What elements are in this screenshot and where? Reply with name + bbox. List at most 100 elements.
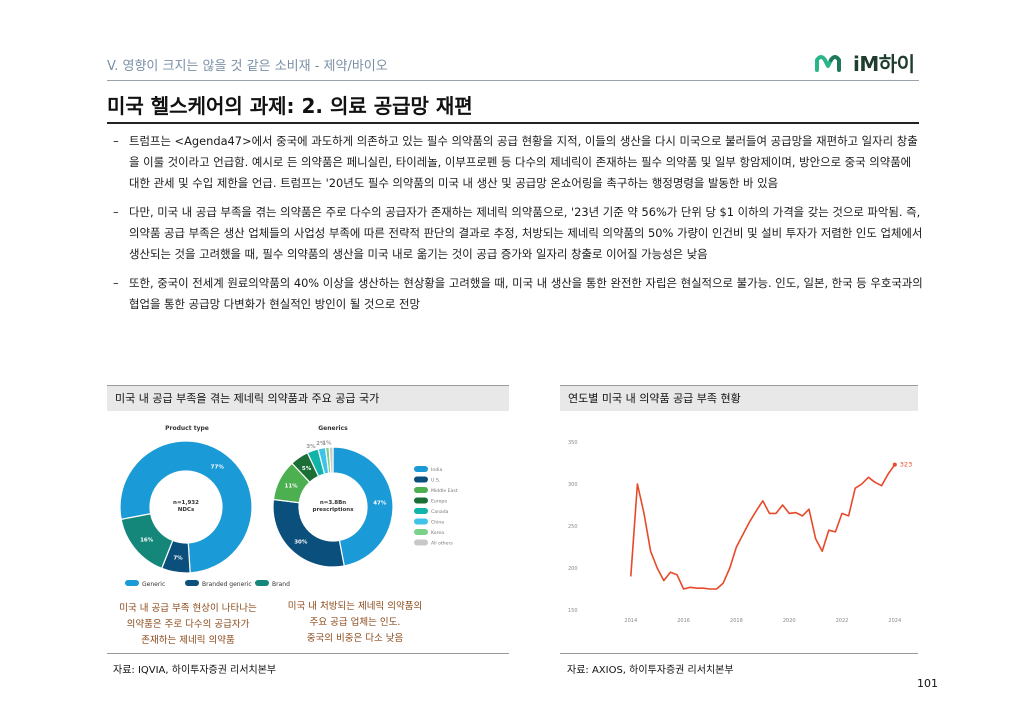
line-chart-axes: 150 200 250 300 350 2014 2016 2018 2020 2022 2024 (568, 440, 901, 624)
donut1-center-line2: NDCs (178, 507, 195, 513)
bullet-text: 트럼프는 <Agenda47>에서 중국에 과도하게 의존하고 있는 필수 의약… (129, 134, 918, 190)
donut-slice-label: 2% (316, 441, 326, 447)
legend-label: Brand (272, 581, 290, 588)
legend-label: All others (431, 541, 453, 547)
page-title: 미국 헬스케어의 과제: 2. 의료 공급망 재편 (107, 94, 473, 118)
y-tick-label: 300 (568, 482, 578, 488)
legend-swatch (414, 497, 428, 504)
donut-slice-label: 30% (294, 539, 308, 545)
right-panel-bottom-rule (560, 653, 918, 654)
legend-label: Generic (142, 581, 165, 588)
left-note-2-line: 주요 공급 업체는 인도. (309, 617, 401, 628)
donut1-title: Product type (165, 425, 209, 432)
legend-label: Europe (431, 499, 447, 505)
bullet-text: 다만, 미국 내 공급 부족을 겪는 의약품은 주로 다수의 공급자가 존재하는… (129, 205, 923, 261)
donut-slice (120, 513, 174, 570)
donut-slice-label: 11% (285, 484, 299, 490)
legend-label: Canada (431, 509, 449, 515)
legend-item: Brand (255, 580, 290, 588)
bullet-dash: – (113, 276, 119, 290)
donut2-title: Generics (318, 425, 348, 432)
legend-swatch (414, 539, 428, 546)
logo-mark-icon (815, 55, 841, 72)
left-panel-heading: 미국 내 공급 부족을 겪는 제네릭 의약품과 주요 공급 국가 (107, 385, 509, 411)
y-tick-label: 150 (568, 608, 578, 614)
left-panel-bottom-rule (107, 653, 509, 654)
y-tick-label: 200 (568, 566, 578, 572)
page-number: 101 (917, 677, 938, 690)
left-source: 자료: IQVIA, 하이투자증권 리서치본부 (113, 665, 277, 676)
bullet-text: 또한, 중국이 전세계 원료의약품의 40% 이상을 생산하는 현상황을 고려했… (129, 276, 923, 311)
legend-item: U.S. (414, 476, 440, 484)
x-tick-label: 2014 (624, 618, 637, 624)
x-tick-label: 2022 (836, 618, 849, 624)
bullet-dash: – (113, 205, 119, 219)
bullet-item: – 다만, 미국 내 공급 부족을 겪는 의약품은 주로 다수의 공급자가 존재… (113, 202, 923, 265)
donut2-legend: India U.S. Middle East Europe Canada China Kor… (414, 466, 458, 547)
legend-item: Branded generic (185, 580, 252, 588)
legend-item: Canada (414, 508, 449, 515)
bullet-item: – 트럼프는 <Agenda47>에서 중국에 과도하게 의존하고 있는 필수 … (113, 131, 923, 194)
logo-text: iM하이 (853, 51, 915, 76)
end-point (892, 462, 897, 467)
left-note-2: 미국 내 처방되는 제네릭 의약품의 주요 공급 업체는 인도. 중국의 비중은… (270, 599, 440, 647)
legend-label: Middle East (431, 488, 458, 494)
donut-slice (119, 440, 253, 574)
left-note-2-line: 미국 내 처방되는 제네릭 의약품의 (287, 601, 423, 612)
legend-swatch (414, 476, 428, 483)
legend-item: Europe (414, 497, 447, 505)
legend-swatch (185, 580, 199, 586)
donut-slice-label: 47% (373, 501, 387, 507)
left-note-1-line: 의약품은 주로 다수의 공급자가 (126, 619, 250, 630)
x-tick-label: 2018 (730, 618, 743, 624)
donut-charts: Product type 77% 7% 16% n=1,932 NDCs Gener… (119, 425, 458, 588)
legend-item: China (414, 518, 444, 526)
legend-swatch (414, 518, 428, 525)
legend-item: Middle East (414, 487, 458, 494)
donut-slice-label: 7% (173, 555, 183, 561)
legend-label: Branded generic (202, 581, 252, 588)
right-panel-heading: 연도별 미국 내 의약품 공급 부족 현황 (560, 385, 918, 411)
legend-swatch (414, 466, 428, 472)
legend-item: All others (414, 539, 453, 547)
x-tick-label: 2024 (888, 618, 901, 624)
top-divider (107, 80, 919, 81)
donut-slice-label: 16% (140, 538, 154, 544)
donut-slice-label: 5% (302, 466, 312, 472)
left-note-1-line: 존재하는 제네릭 의약품 (141, 635, 235, 646)
legend-swatch (125, 580, 139, 586)
left-note-2-line: 중국의 비중은 다소 낮음 (306, 633, 404, 644)
donut2: 47% 30% 11% 5% 3% 2%1% (272, 440, 394, 568)
x-tick-label: 2020 (783, 618, 796, 624)
donut1: 77% 7% 16% (119, 440, 253, 574)
legend-item: Korea (414, 529, 444, 536)
y-tick-label: 350 (568, 440, 578, 446)
left-note-1-line: 미국 내 공급 부족 현상이 나타나는 (119, 603, 257, 614)
donut-slice-label: 1% (322, 440, 332, 446)
logo: iM하이 (815, 50, 915, 76)
donut2-center-line1: n=3.8Bn (320, 500, 346, 506)
donut1-legend: Generic Branded generic Brand (125, 580, 290, 588)
shortage-series-line (630, 464, 896, 590)
end-value-label: 323 (900, 461, 912, 469)
legend-label: U.S. (431, 478, 440, 484)
right-source: 자료: AXIOS, 하이투자증권 리서치본부 (567, 665, 734, 676)
donut-slice (328, 446, 334, 474)
bullet-dash: – (113, 134, 119, 148)
legend-swatch (414, 508, 428, 514)
x-tick-label: 2016 (677, 618, 690, 624)
legend-swatch (414, 487, 428, 493)
legend-label: India (431, 467, 442, 473)
legend-label: China (431, 520, 444, 526)
y-tick-label: 250 (568, 524, 578, 530)
legend-item: India (414, 466, 442, 473)
legend-swatch (255, 580, 269, 586)
bullet-list: – 트럼프는 <Agenda47>에서 중국에 과도하게 의존하고 있는 필수 … (113, 131, 923, 323)
donut-slice (332, 446, 394, 567)
title-divider (107, 122, 919, 124)
line-end-marker: 323 (892, 461, 912, 469)
donut-slice-label: 3% (306, 444, 316, 450)
left-note-1: 미국 내 공급 부족 현상이 나타나는 의약품은 주로 다수의 공급자가 존재하… (108, 601, 268, 649)
donut1-center-line1: n=1,932 (173, 500, 199, 506)
